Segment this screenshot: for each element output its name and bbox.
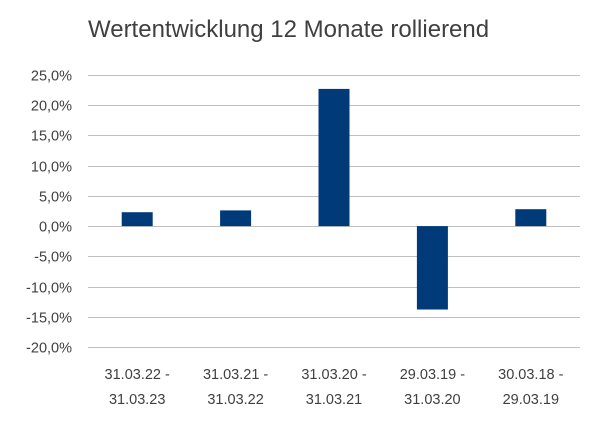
x-category-label: 31.03.22 - [105,367,170,383]
y-tick-label: 25,0% [31,69,72,85]
y-tick-label: -5,0% [34,250,72,266]
bar [318,88,350,227]
x-category-label: 31.03.20 - [301,367,366,383]
x-category-label: 31.03.20 [404,392,460,408]
x-category-label: 31.03.21 - [203,367,268,383]
y-tick-label: 0,0% [39,220,72,236]
x-category-label: 30.03.18 - [498,367,563,383]
bar [416,226,448,310]
chart-title: Wertentwicklung 12 Monate rollierend [88,16,490,43]
x-category-label: 29.03.19 - [400,367,465,383]
y-tick-label: -20,0% [26,341,72,357]
y-tick-label: -15,0% [26,311,72,327]
y-tick-label: 10,0% [31,160,72,176]
x-category-label: 31.03.21 [306,392,362,408]
x-category-label: 29.03.19 [503,392,559,408]
y-tick-label: 15,0% [31,129,72,145]
y-tick-label: 5,0% [39,190,72,206]
bar [515,209,547,227]
bar [220,210,252,227]
x-category-label: 31.03.23 [109,392,165,408]
y-tick-label: -10,0% [26,281,72,297]
y-tick-label: 20,0% [31,99,72,115]
x-category-label: 31.03.22 [207,392,263,408]
bar [121,212,153,227]
